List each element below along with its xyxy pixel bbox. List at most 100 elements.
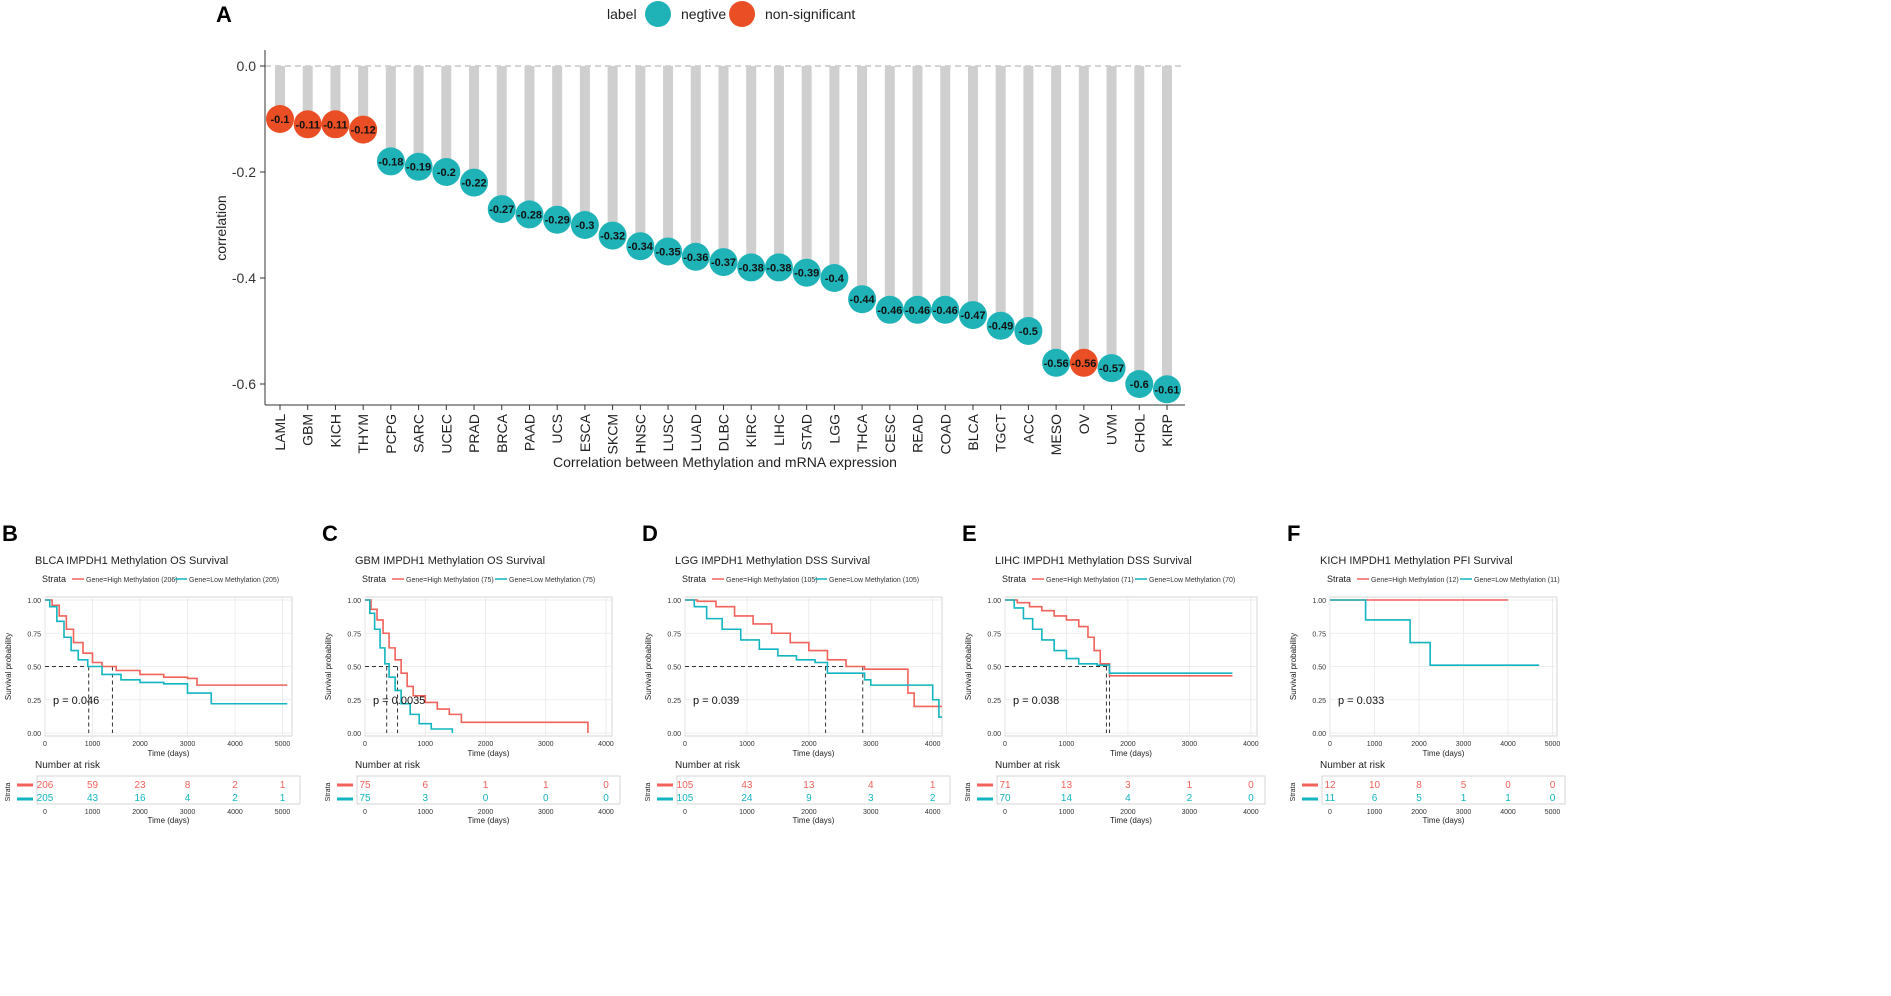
- stem-lusc: [663, 66, 674, 252]
- risk-low-count: 0: [543, 793, 549, 804]
- y-tick-label: 0.0: [237, 58, 257, 74]
- risk-table-frame: [676, 775, 951, 805]
- point-label-hnsc: -0.34: [628, 241, 654, 253]
- point-label-thca: -0.44: [850, 294, 876, 306]
- point-label-cesc: -0.46: [877, 305, 902, 317]
- risk-high-count: 1: [483, 780, 489, 791]
- point-label-kirp: -0.61: [1154, 384, 1179, 396]
- risk-y-title: Strata: [965, 783, 972, 802]
- km-curve-high: [45, 599, 288, 686]
- risk-x-title: Time (days): [793, 816, 835, 825]
- x-tick-label: 0: [43, 741, 47, 748]
- point-label-thym: -0.12: [351, 125, 376, 137]
- risk-x-tick-label: 0: [43, 809, 47, 816]
- x-axis-title: Correlation between Methylation and mRNA…: [553, 454, 897, 470]
- stem-kirc: [746, 66, 757, 268]
- x-tick-label: 0: [1328, 741, 1332, 748]
- risk-x-tick-label: 0: [363, 809, 367, 816]
- y-tick-label: 1.00: [1312, 598, 1326, 605]
- point-label-blca: -0.47: [960, 310, 985, 322]
- point-lihc: [764, 253, 793, 282]
- risk-y-title: Strata: [325, 783, 332, 802]
- risk-x-tick-label: 2000: [801, 809, 817, 816]
- risk-high-count: 0: [1248, 780, 1254, 791]
- risk-title: Number at risk: [35, 760, 101, 771]
- point-laml: [266, 105, 294, 133]
- stem-esca: [579, 66, 590, 225]
- stem-gbm: [302, 66, 313, 125]
- point-sarc: [404, 152, 433, 181]
- x-tick-label: 4000: [925, 741, 941, 748]
- risk-high-count: 4: [868, 780, 874, 791]
- legend-negtive-swatch: [645, 1, 671, 27]
- y-tick-label: 1.00: [347, 598, 361, 605]
- km-title: LGG IMPDH1 Methylation DSS Survival: [675, 555, 870, 567]
- legend-non-significant-label: non-significant: [765, 6, 855, 22]
- strata-label: Strata: [42, 574, 66, 584]
- point-thca: [848, 285, 877, 314]
- risk-table-frame: [1321, 775, 1566, 805]
- risk-low-count: 70: [999, 793, 1011, 804]
- stem-chol: [1134, 66, 1145, 384]
- point-meso: [1042, 348, 1071, 377]
- y-tick-label: 1.00: [27, 598, 41, 605]
- point-lgg: [820, 264, 849, 292]
- x-tick-label-lusc: LUSC: [660, 414, 676, 451]
- x-tick-label-acc: ACC: [1020, 414, 1036, 444]
- stem-ucec: [441, 66, 452, 172]
- legend-non-significant-swatch: [729, 1, 755, 27]
- risk-title: Number at risk: [995, 760, 1061, 771]
- x-tick-label-tgct: TGCT: [993, 414, 1009, 453]
- x-axis-title: Time (days): [468, 749, 510, 758]
- risk-table-frame: [356, 775, 621, 805]
- risk-high-count: 8: [1416, 780, 1422, 791]
- stem-paad: [524, 66, 535, 215]
- y-tick-label: 0.75: [987, 631, 1001, 638]
- point-kich: [321, 110, 350, 139]
- point-label-lihc: -0.38: [766, 262, 791, 274]
- x-tick-label-read: READ: [910, 414, 926, 453]
- legend-low-label: Gene=Low Methylation (70): [1149, 577, 1235, 584]
- stem-blca: [967, 66, 978, 316]
- x-tick-label: 1000: [85, 741, 101, 748]
- x-tick-label-coad: COAD: [937, 414, 953, 454]
- x-tick-label: 2000: [1411, 741, 1427, 748]
- x-tick-label: 1000: [417, 741, 433, 748]
- point-label-ov: -0.56: [1071, 358, 1096, 370]
- stem-acc: [1023, 66, 1034, 331]
- point-read: [903, 295, 932, 324]
- y-tick-label: -0.6: [232, 376, 256, 392]
- y-tick-label: 0.75: [347, 631, 361, 638]
- x-tick-label-sarc: SARC: [411, 414, 427, 453]
- stem-ov: [1078, 66, 1089, 363]
- p-value: p = 0.038: [1013, 695, 1059, 707]
- risk-title: Number at risk: [1320, 760, 1386, 771]
- x-tick-label: 0: [363, 741, 367, 748]
- x-tick-label: 5000: [275, 741, 291, 748]
- x-tick-label: 3000: [180, 741, 196, 748]
- x-tick-label: 4000: [1500, 741, 1516, 748]
- point-gbm: [293, 110, 322, 139]
- point-chol: [1125, 370, 1154, 398]
- x-tick-label-luad: LUAD: [688, 414, 704, 451]
- risk-high-count: 0: [603, 780, 609, 791]
- x-tick-label-lgg: LGG: [826, 414, 842, 444]
- x-axis-title: Time (days): [1110, 749, 1152, 758]
- x-tick-label-laml: LAML: [272, 414, 288, 451]
- risk-y-title: Strata: [645, 783, 652, 802]
- x-tick-label: 3000: [538, 741, 554, 748]
- stem-skcm: [607, 66, 618, 236]
- panel-letter: D: [642, 521, 658, 546]
- point-label-ucs: -0.29: [545, 215, 570, 227]
- risk-x-tick-label: 0: [1003, 809, 1007, 816]
- km-title: KICH IMPDH1 Methylation PFI Survival: [1320, 555, 1513, 567]
- km-curve-high: [685, 599, 942, 708]
- km-curve-high: [365, 599, 589, 733]
- stem-read: [912, 66, 923, 310]
- point-label-esca: -0.3: [575, 220, 594, 232]
- x-tick-label-meso: MESO: [1048, 414, 1064, 455]
- point-label-dlbc: -0.37: [711, 257, 736, 269]
- x-tick-label: 1000: [1059, 741, 1075, 748]
- risk-table-frame: [36, 775, 301, 805]
